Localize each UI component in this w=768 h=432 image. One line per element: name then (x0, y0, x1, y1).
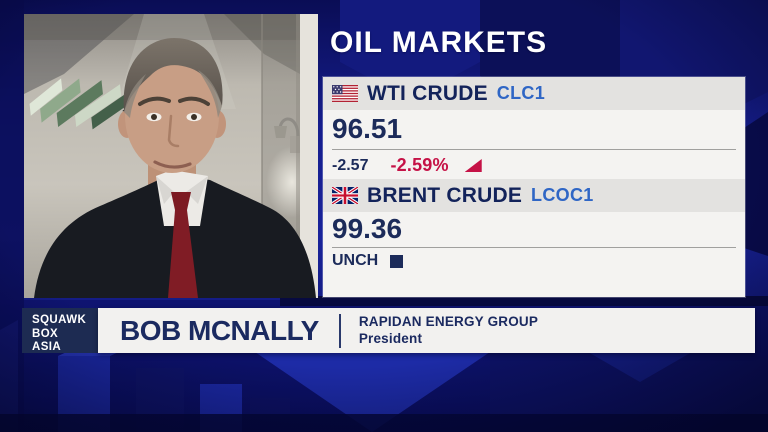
show-line-3: ASIA (32, 341, 62, 354)
quote-header-wti: WTI CRUDE CLC1 (323, 77, 745, 110)
quote-change-row-brent: UNCH (332, 252, 404, 270)
guest-info: RAPIDAN ENERGY GROUP President (359, 314, 538, 348)
quote-price-wti: 96.51 (332, 113, 403, 144)
guest-figure (34, 38, 316, 298)
quote-price-brent: 99.36 (332, 213, 403, 244)
guest-name: BOB MCNALLY (120, 314, 319, 346)
uk-flag-icon (332, 187, 358, 204)
quote-symbol-wti: CLC1 (496, 83, 546, 103)
quote-change-pct-wti: -2.59% (390, 155, 449, 175)
quote-change-row-wti: -2.57 -2.59% (332, 155, 482, 176)
segment-title: OIL MARKETS (330, 26, 548, 59)
show-line-1: SQUAWK (32, 314, 87, 326)
separator-line (332, 247, 736, 248)
quote-change-wti: -2.57 (332, 156, 369, 174)
change-triangle-icon (464, 159, 482, 172)
quote-name-wti: WTI CRUDE (367, 81, 488, 105)
separator-line (332, 149, 736, 150)
guest-organization: RAPIDAN ENERGY GROUP (358, 313, 539, 329)
unchanged-square-icon (390, 254, 404, 268)
quote-change-brent: UNCH (332, 252, 379, 269)
guest-title: President (358, 330, 423, 346)
show-line-2: BOX (32, 327, 59, 340)
quote-name-brent: BRENT CRUDE (367, 183, 523, 207)
chevron-artwork (29, 78, 135, 130)
guest-banner: BOB MCNALLY RAPIDAN ENERGY GROUP Preside… (98, 308, 755, 353)
market-quote-panel: WTI CRUDE CLC1 96.51 -2.57 -2.59% BRENT … (323, 77, 745, 297)
guest-portrait-illustration (24, 14, 318, 298)
show-branding-tab: SQUAWK BOX ASIA (22, 308, 98, 353)
quote-symbol-brent: LCOC1 (531, 185, 594, 205)
us-flag-icon (332, 85, 358, 102)
guest-video (24, 14, 318, 298)
banner-divider (338, 313, 341, 348)
quote-header-brent: BRENT CRUDE LCOC1 (323, 179, 745, 212)
